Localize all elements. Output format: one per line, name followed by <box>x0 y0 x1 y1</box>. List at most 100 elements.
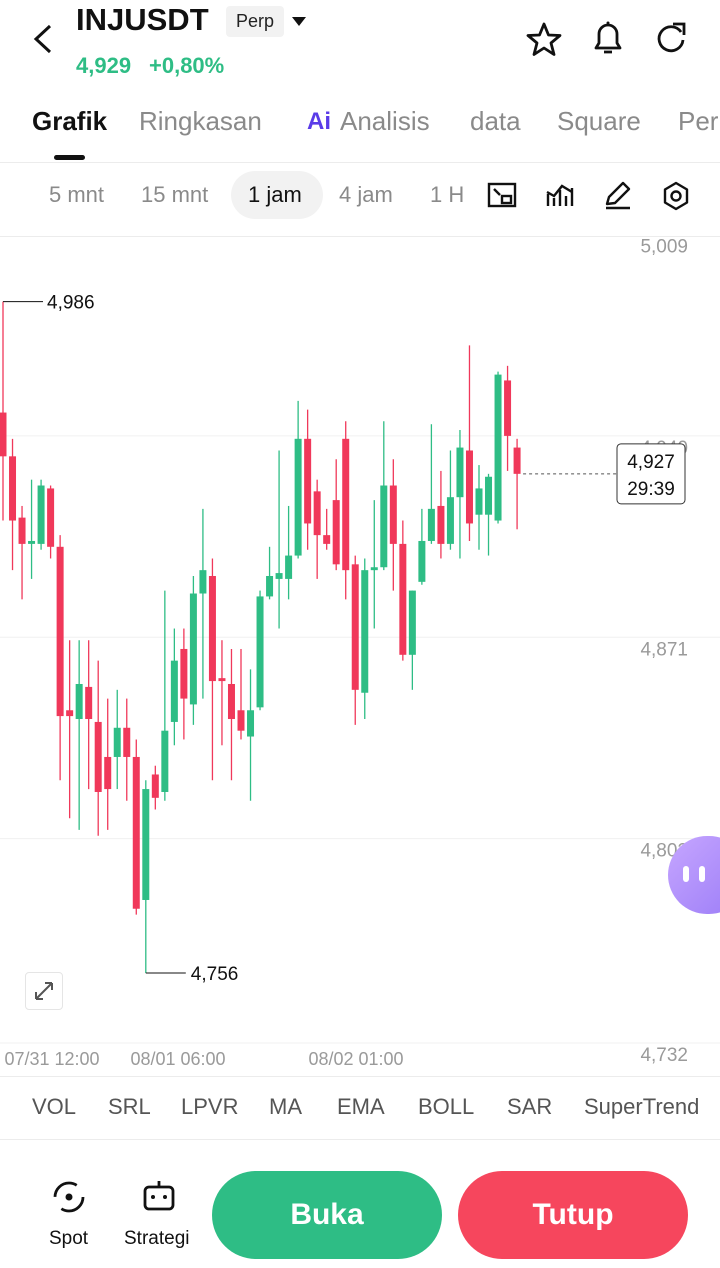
candle-body <box>227 683 235 720</box>
spot-label[interactable]: Spot <box>49 1228 89 1249</box>
candle-body <box>161 730 169 792</box>
candle-body <box>94 721 102 792</box>
tab[interactable]: Ringkasan <box>139 106 262 136</box>
timeframe[interactable]: 4 jam <box>339 182 393 207</box>
tab[interactable]: Grafik <box>32 106 108 136</box>
candle-body <box>47 488 55 547</box>
x-tick-label: 08/02 01:00 <box>308 1049 403 1069</box>
candle-body <box>56 546 64 717</box>
candle-body <box>304 438 312 524</box>
candlestick-chart[interactable]: 5,0094,9404,8714,8024,7324,9864,7564,927… <box>0 236 720 1076</box>
y-tick-label: 4,871 <box>640 639 688 660</box>
candle-body <box>104 756 112 790</box>
divider <box>0 1076 720 1077</box>
candle-body <box>199 570 207 594</box>
candle-body <box>266 575 274 597</box>
candle-body <box>408 590 416 655</box>
candle-body <box>456 447 464 498</box>
high-marker-label: 4,986 <box>47 293 95 314</box>
last-price: 4,929 <box>76 53 132 78</box>
candle-body <box>475 488 483 515</box>
candle-body <box>256 596 264 708</box>
tab[interactable]: Square <box>557 106 641 136</box>
candle-body <box>485 476 493 515</box>
candle-body <box>389 485 397 544</box>
strategy-icon[interactable] <box>140 1178 178 1216</box>
settings-icon[interactable] <box>660 180 692 212</box>
tab[interactable]: Analisis <box>340 106 430 136</box>
candle-body <box>0 412 7 457</box>
indicator-icon[interactable] <box>544 180 576 210</box>
refresh-icon[interactable] <box>651 18 691 58</box>
indicator-tab[interactable]: SAR <box>507 1094 553 1119</box>
tab[interactable]: data <box>470 106 521 136</box>
tab[interactable]: Per <box>678 106 719 136</box>
divider <box>0 236 720 237</box>
y-tick-label: 5,009 <box>640 237 688 258</box>
back-button[interactable] <box>24 20 64 60</box>
x-tick-label: 07/31 12:00 <box>4 1049 99 1069</box>
alert-icon[interactable] <box>588 18 628 58</box>
assistant-bubble[interactable] <box>668 836 720 914</box>
divider <box>0 1139 720 1140</box>
candle-body <box>180 648 188 699</box>
y-tick-label: 4,732 <box>640 1045 688 1066</box>
x-tick-label: 08/01 06:00 <box>130 1049 225 1069</box>
layout-icon[interactable] <box>486 180 518 210</box>
candle-body <box>208 575 216 682</box>
candle-body <box>247 710 255 737</box>
candle-body <box>446 497 454 544</box>
fullscreen-button[interactable] <box>25 972 63 1010</box>
countdown: 29:39 <box>627 479 675 500</box>
candle-body <box>113 727 121 757</box>
candle-body <box>18 517 26 544</box>
candle-body <box>361 570 369 693</box>
candle-body <box>342 438 350 571</box>
last-price-label: 4,927 <box>627 452 675 473</box>
indicator-tab[interactable]: SRL <box>108 1094 151 1119</box>
candle-body <box>9 456 17 521</box>
contract-badge[interactable]: Perp <box>226 6 284 37</box>
price-change: +0,80% <box>149 53 225 78</box>
candle-body <box>380 485 388 568</box>
candle-body <box>132 756 140 909</box>
indicator-tab[interactable]: BOLL <box>418 1094 475 1119</box>
candle-body <box>437 505 445 544</box>
ai-icon: Ai <box>307 108 331 135</box>
candle-body <box>151 774 159 798</box>
candle-body <box>237 710 245 731</box>
favorite-icon[interactable] <box>524 20 564 60</box>
candle-body <box>189 593 197 705</box>
draw-icon[interactable] <box>602 180 634 210</box>
candle-body <box>123 727 131 757</box>
candle-body <box>351 564 359 690</box>
low-marker-label: 4,756 <box>191 964 239 985</box>
indicator-tab[interactable]: SuperTrend <box>584 1094 700 1119</box>
last-price-box <box>616 443 686 505</box>
candle-body <box>465 450 473 524</box>
candle-body <box>494 374 502 521</box>
candle-body <box>323 535 331 544</box>
spot-icon[interactable] <box>50 1178 88 1216</box>
symbol: INJUSDT <box>76 2 209 37</box>
candle-body <box>275 573 283 579</box>
open-button[interactable]: Buka <box>212 1171 442 1259</box>
tab-indicator <box>54 155 85 160</box>
candle-body <box>170 660 178 722</box>
candle-body <box>427 508 435 541</box>
timeframe[interactable]: 1 H <box>430 182 465 207</box>
strategy-label[interactable]: Strategi <box>124 1228 190 1249</box>
dropdown-caret[interactable] <box>290 14 310 30</box>
indicator-tab[interactable]: VOL <box>32 1094 77 1119</box>
indicator-tab[interactable]: LPVR <box>181 1094 239 1119</box>
candle-body <box>418 540 426 582</box>
divider <box>0 162 720 163</box>
indicator-tab[interactable]: EMA <box>337 1094 385 1119</box>
close-button[interactable]: Tutup <box>458 1171 688 1259</box>
timeframe[interactable]: 5 mnt <box>49 182 105 207</box>
indicator-tab[interactable]: MA <box>269 1094 302 1119</box>
timeframe[interactable]: 1 jam <box>248 182 302 207</box>
timeframe[interactable]: 15 mnt <box>141 182 209 207</box>
